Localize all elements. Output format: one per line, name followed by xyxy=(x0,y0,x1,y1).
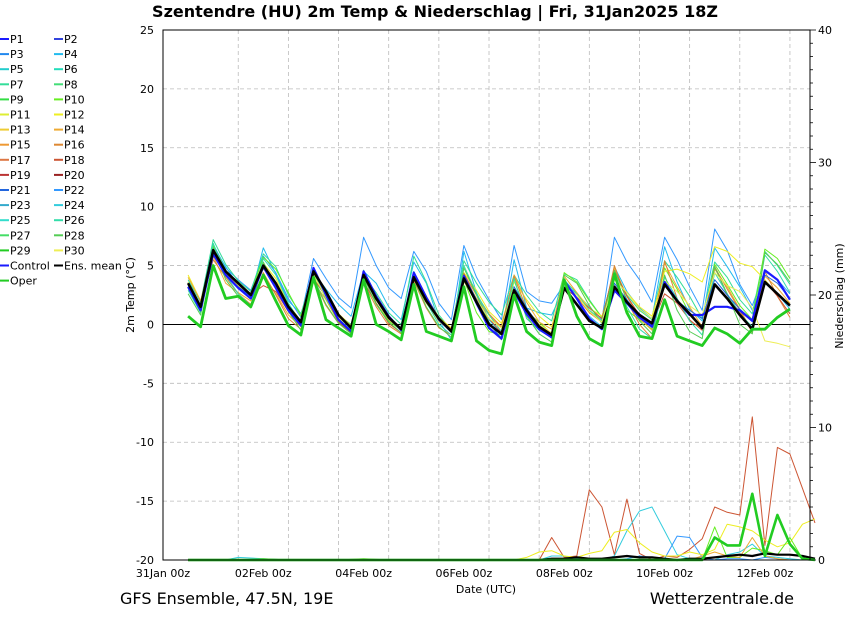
legend-label: P9 xyxy=(10,93,24,106)
y-tick-label: 10 xyxy=(140,201,154,214)
legend-label: P16 xyxy=(64,139,85,152)
legend-label: P21 xyxy=(10,184,31,197)
legend-label: P15 xyxy=(10,139,31,152)
legend-label: P24 xyxy=(64,199,85,212)
x-tick-label: 10Feb 00z xyxy=(636,567,693,580)
temperature-lines xyxy=(186,228,791,356)
precip-line-p24 xyxy=(188,506,815,561)
legend-label: P8 xyxy=(64,78,78,91)
legend: P1 P2 P3 P4 P5 P6 P7 P8 P9 P10 P11 P12 P13 P14 P15 P16 P… xyxy=(0,33,122,288)
precipitation-lines xyxy=(188,416,816,562)
x-tick-label: 02Feb 00z xyxy=(235,567,292,580)
y2-tick-label: 10 xyxy=(818,422,832,435)
y2-tick-label: 30 xyxy=(818,157,832,170)
precip-line-oper xyxy=(188,492,816,562)
legend-label: P23 xyxy=(10,199,31,212)
x-tick-label: 04Feb 00z xyxy=(335,567,392,580)
temp-line-p4 xyxy=(187,246,791,341)
x-tick-label: 08Feb 00z xyxy=(536,567,593,580)
legend-label: P22 xyxy=(64,184,85,197)
y-axis-label: 2m Temp (°C) xyxy=(124,257,137,333)
y2-tick-label: 0 xyxy=(818,554,825,567)
y-tick-label: -15 xyxy=(136,495,154,508)
legend-label: Control xyxy=(10,260,50,273)
legend-label: P25 xyxy=(10,214,31,227)
legend-label: P14 xyxy=(64,124,85,137)
legend-label: P5 xyxy=(10,63,24,76)
legend-label: P10 xyxy=(64,93,85,106)
precip-line-p18 xyxy=(188,416,816,561)
legend-label: P30 xyxy=(64,244,85,257)
legend-label: P7 xyxy=(10,78,24,91)
y-tick-label: 15 xyxy=(140,142,154,155)
chart-title: Szentendre (HU) 2m Temp & Niederschlag |… xyxy=(152,2,718,22)
y-tick-label: 20 xyxy=(140,83,154,96)
legend-label: P20 xyxy=(64,169,85,182)
temp-line-p22 xyxy=(187,228,791,321)
y-tick-label: 5 xyxy=(147,260,154,273)
y-tick-label: -5 xyxy=(143,377,154,390)
x-tick-label: 12Feb 00z xyxy=(736,567,793,580)
axes: 25 20 15 10 5 0 -5 -10 -15 -20 40 30 20 10 0 31Jan 00z 0… xyxy=(136,24,832,580)
legend-label: P6 xyxy=(64,63,78,76)
y2-tick-label: 20 xyxy=(818,289,832,302)
footer-model-info: GFS Ensemble, 47.5N, 19E xyxy=(120,589,334,608)
y2-axis-label: Niederschlag (mm) xyxy=(833,243,846,348)
x-axis-label: Date (UTC) xyxy=(456,583,516,596)
legend-label: P27 xyxy=(10,229,31,242)
legend-label: P12 xyxy=(64,109,85,122)
legend-label: Oper xyxy=(10,275,37,288)
temp-line-ens-mean xyxy=(186,248,791,337)
y-tick-label: 25 xyxy=(140,24,154,37)
footer-site-name[interactable]: Wetterzentrale.de xyxy=(649,589,794,608)
y-tick-label: -10 xyxy=(136,436,154,449)
legend-label: P26 xyxy=(64,214,85,227)
legend-label: P4 xyxy=(64,48,78,61)
legend-label: Ens. mean xyxy=(64,260,122,273)
legend-label: P11 xyxy=(10,109,31,122)
temp-line-oper xyxy=(187,264,791,356)
temp-line-p7 xyxy=(187,239,791,331)
y-tick-label: 0 xyxy=(147,318,154,331)
y-tick-label: -20 xyxy=(136,554,154,567)
legend-label: P29 xyxy=(10,244,31,257)
legend-label: P2 xyxy=(64,33,78,46)
x-tick-label: 06Feb 00z xyxy=(436,567,493,580)
legend-label: P19 xyxy=(10,169,31,182)
legend-label: P1 xyxy=(10,33,24,46)
precip-line-p10 xyxy=(188,526,816,561)
legend-label: P3 xyxy=(10,48,24,61)
legend-label: P13 xyxy=(10,124,31,137)
legend-label: P17 xyxy=(10,154,31,167)
x-tick-label: 31Jan 00z xyxy=(136,567,190,580)
temp-line-p26 xyxy=(187,242,791,340)
legend-label: P18 xyxy=(64,154,85,167)
legend-label: P28 xyxy=(64,229,85,242)
y2-tick-label: 40 xyxy=(818,24,832,37)
